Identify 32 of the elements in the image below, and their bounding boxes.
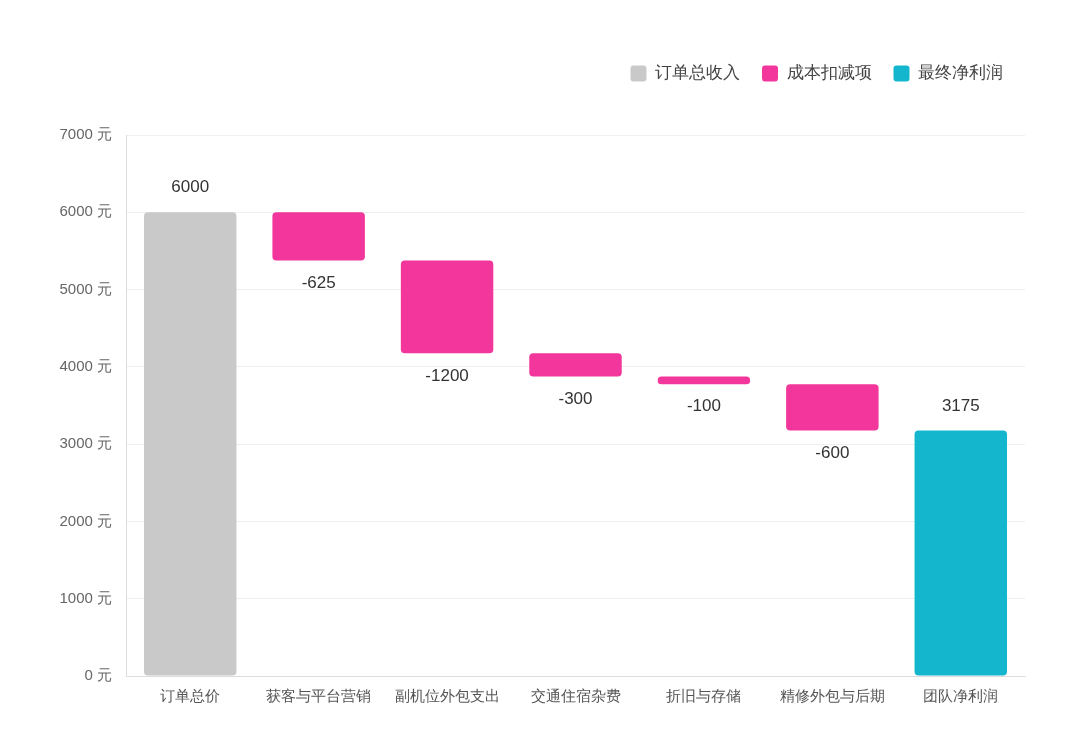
x-tick-label: 折旧与存储 [666,687,742,705]
y-tick-label: 2000 元 [59,511,112,529]
legend-label: 订单总收入 [655,63,740,83]
x-tick-label: 交通住宿杂费 [530,687,621,705]
x-tick-label: 团队净利润 [923,687,999,705]
y-tick-label: 6000 元 [59,202,112,220]
legend-label: 成本扣减项 [786,63,872,83]
y-tick-label: 4000 元 [59,357,112,374]
y-tick-label: 5000 元 [59,279,112,297]
legend-label: 最终净利润 [918,63,1003,83]
bar [914,430,1008,676]
data-label: -600 [815,442,850,462]
data-label: -1200 [425,365,469,385]
bar [143,212,237,676]
x-tick-label: 精修外包与后期 [779,687,885,705]
y-tick-label: 3000 元 [59,434,112,452]
data-label: -100 [686,396,721,416]
bar [272,212,365,261]
bar [400,260,494,354]
y-tick-label: 1000 元 [59,588,112,606]
data-label: -300 [558,388,593,408]
bar [786,384,879,431]
y-tick-label: 7000 元 [59,125,112,143]
x-tick-label: 订单总价 [160,687,221,705]
data-label: -625 [301,272,336,292]
data-label: 3175 [941,395,980,415]
bar [529,353,622,377]
x-tick-label: 副机位外包支出 [394,687,500,705]
bar [657,376,751,385]
x-tick-label: 获客与平台营销 [266,687,372,705]
data-label: 6000 [171,177,210,197]
y-tick-label: 0 元 [84,666,112,684]
